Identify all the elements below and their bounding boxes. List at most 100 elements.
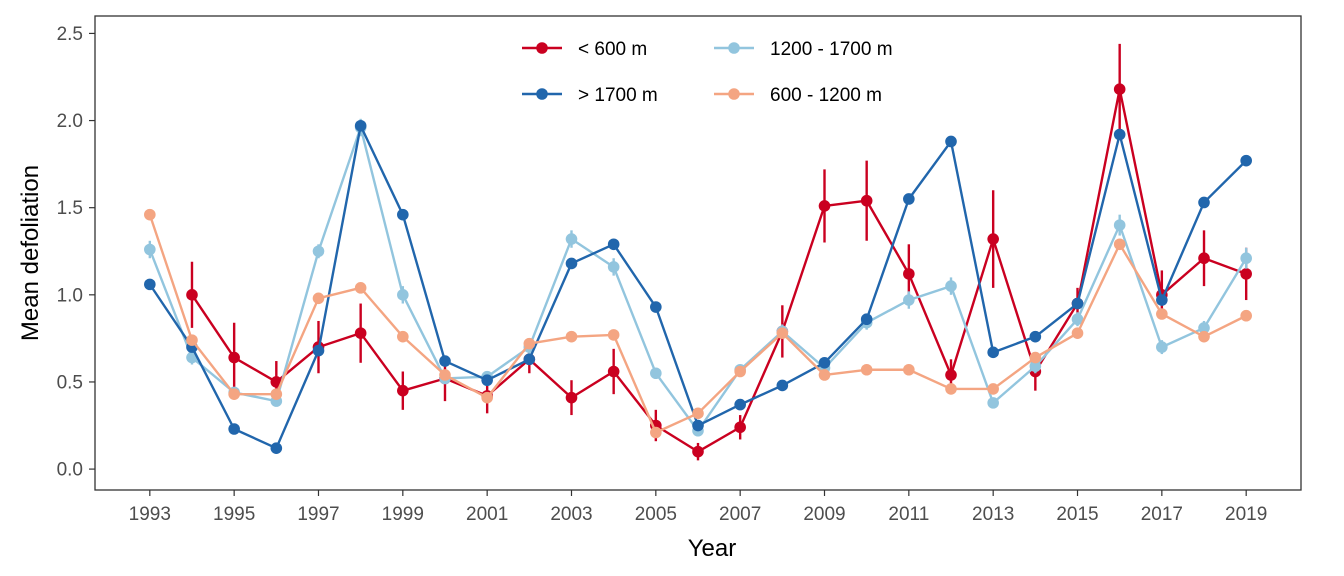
data-point: [903, 193, 915, 205]
data-point: [523, 353, 536, 366]
data-point: [607, 261, 620, 273]
data-point: [1198, 252, 1210, 265]
data-point: [607, 238, 620, 251]
data-point: [186, 289, 198, 301]
legend-swatch-point: [728, 88, 740, 100]
data-point: [1198, 322, 1210, 334]
data-point: [650, 301, 662, 313]
legend-label: 1200 - 1700 m: [770, 39, 893, 60]
series-layer: [144, 43, 1252, 461]
data-point: [565, 257, 578, 270]
data-point: [1071, 297, 1084, 310]
data-point: [1156, 341, 1168, 353]
data-point: [1113, 128, 1126, 141]
axes: 1993 1995 1997 1999 2001 2003 2005 2007 2009 2011…: [57, 24, 1268, 525]
data-point: [650, 367, 662, 380]
data-point: [818, 200, 831, 212]
data-point: [987, 346, 999, 359]
data-point: [1156, 308, 1168, 320]
x-tick-label: 2013: [972, 504, 1014, 525]
legend: < 600 m 1200 - 1700 m > 1700 m 600 - 1200 m: [522, 39, 893, 106]
data-point: [228, 351, 240, 364]
data-point: [565, 330, 578, 343]
data-point: [144, 278, 156, 291]
data-point: [776, 327, 789, 339]
y-tick-label: 1.0: [57, 285, 83, 306]
series-group: [144, 119, 1252, 454]
x-tick-label: 2001: [466, 504, 508, 525]
data-point: [1071, 327, 1084, 339]
data-point: [1240, 309, 1252, 322]
legend-item: 1200 - 1700 m: [714, 39, 893, 60]
legend-label: 600 - 1200 m: [770, 85, 882, 106]
x-tick-label: 1993: [129, 504, 171, 525]
data-point: [439, 355, 451, 367]
data-point: [776, 379, 789, 392]
data-point: [228, 388, 240, 400]
y-tick-label: 2.5: [57, 24, 83, 45]
y-tick-label: 2.0: [57, 111, 83, 132]
data-point: [1029, 360, 1042, 373]
x-tick-label: 2019: [1225, 504, 1267, 525]
data-point: [270, 442, 283, 454]
data-point: [692, 419, 704, 432]
data-point: [945, 369, 957, 381]
data-point: [144, 243, 156, 256]
data-point: [692, 407, 704, 420]
data-point: [312, 245, 325, 258]
data-point: [903, 363, 915, 376]
data-point: [354, 327, 367, 339]
data-point: [565, 391, 578, 404]
data-point: [1240, 268, 1252, 280]
y-tick-label: 1.5: [57, 198, 83, 219]
data-point: [397, 330, 409, 343]
legend-label: < 600 m: [578, 39, 647, 60]
data-point: [1113, 219, 1126, 231]
data-point: [987, 233, 999, 245]
data-point: [1113, 83, 1126, 95]
data-point: [860, 363, 873, 376]
legend-label: > 1700 m: [578, 85, 658, 106]
x-tick-label: 1999: [382, 504, 424, 525]
y-tick-label: 0.0: [57, 460, 83, 481]
data-point: [1198, 330, 1210, 343]
data-point: [481, 391, 493, 404]
data-point: [818, 356, 831, 369]
data-point: [397, 289, 409, 301]
data-point: [565, 233, 578, 245]
data-point: [818, 369, 831, 381]
data-point: [1029, 330, 1042, 343]
data-point: [650, 426, 662, 439]
data-point: [1071, 313, 1084, 326]
data-point: [439, 369, 451, 381]
data-point: [607, 365, 620, 378]
data-point: [945, 280, 957, 292]
data-point: [397, 384, 409, 397]
data-point: [228, 423, 240, 435]
x-tick-label: 2007: [719, 504, 761, 525]
data-point: [397, 208, 409, 221]
data-point: [523, 337, 536, 350]
data-point: [860, 194, 873, 207]
data-point: [734, 398, 746, 411]
data-point: [734, 421, 746, 434]
data-point: [1113, 238, 1126, 251]
data-point: [1156, 294, 1168, 306]
legend-swatch-point: [728, 42, 740, 54]
data-point: [144, 208, 156, 221]
legend-swatch-point: [536, 42, 548, 54]
data-point: [312, 344, 325, 357]
data-point: [903, 294, 915, 306]
y-tick-label: 0.5: [57, 372, 83, 393]
legend-item: 600 - 1200 m: [714, 85, 882, 106]
data-point: [945, 383, 957, 395]
data-point: [987, 383, 999, 395]
legend-item: > 1700 m: [522, 85, 658, 106]
data-point: [1029, 351, 1042, 364]
x-tick-label: 1997: [297, 504, 339, 525]
data-point: [987, 397, 999, 409]
data-point: [1198, 196, 1210, 209]
data-point: [692, 445, 704, 458]
data-point: [1240, 154, 1252, 167]
